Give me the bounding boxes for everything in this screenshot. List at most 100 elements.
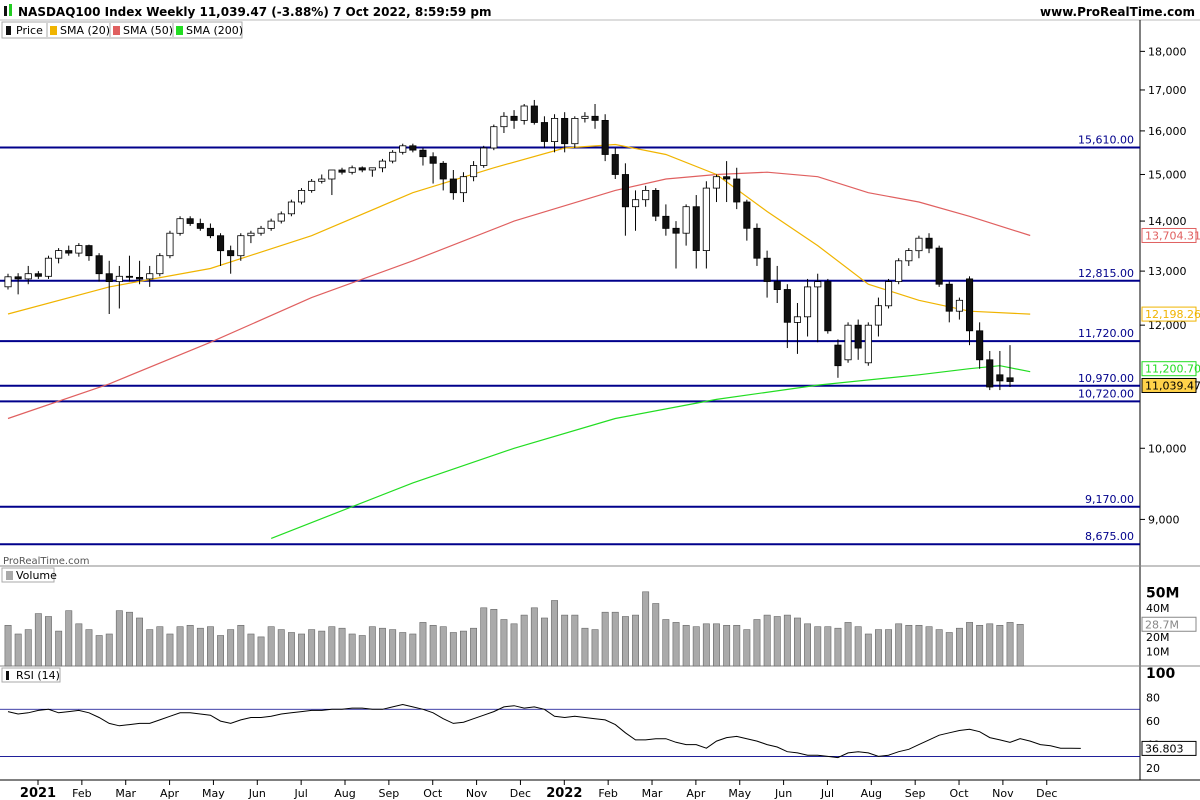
candle-body[interactable] <box>459 176 467 194</box>
volume-bar[interactable] <box>895 623 903 667</box>
candle-body[interactable] <box>652 189 660 217</box>
volume-bar[interactable] <box>389 629 397 667</box>
candle-body[interactable] <box>520 105 528 121</box>
volume-bar[interactable] <box>955 627 963 667</box>
candle-body[interactable] <box>135 276 144 280</box>
volume-bar[interactable] <box>642 591 650 667</box>
volume-bar[interactable] <box>419 622 427 667</box>
candle-body[interactable] <box>156 255 164 275</box>
volume-bar[interactable] <box>632 614 640 667</box>
candle-body[interactable] <box>621 174 629 208</box>
volume-bar[interactable] <box>804 623 812 667</box>
candle-body[interactable] <box>986 359 994 388</box>
volume-bar[interactable] <box>65 610 73 667</box>
candle-body[interactable] <box>439 162 447 180</box>
candle-body[interactable] <box>854 324 862 349</box>
candle-body[interactable] <box>14 276 22 280</box>
candle-body[interactable] <box>783 289 791 323</box>
candle-body[interactable] <box>793 316 801 323</box>
volume-bar[interactable] <box>24 629 32 667</box>
volume-bar[interactable] <box>571 614 579 667</box>
volume-bar[interactable] <box>429 624 437 667</box>
candle-body[interactable] <box>672 227 680 234</box>
volume-bar[interactable] <box>763 614 771 667</box>
candle-body[interactable] <box>115 275 123 282</box>
volume-bar[interactable] <box>793 617 801 667</box>
volume-bar[interactable] <box>996 624 1004 667</box>
volume-bar[interactable] <box>753 619 761 667</box>
legend-sma20[interactable]: SMA (20) <box>60 24 110 37</box>
volume-bar[interactable] <box>854 626 862 667</box>
candle-body[interactable] <box>662 215 670 229</box>
candle-body[interactable] <box>176 218 184 234</box>
volume-bar[interactable] <box>672 622 680 667</box>
candle-body[interactable] <box>308 180 316 191</box>
volume-bar[interactable] <box>105 633 113 667</box>
volume-bar[interactable] <box>55 630 63 667</box>
legend-sma50[interactable]: SMA (50) <box>123 24 173 37</box>
volume-bar[interactable] <box>611 611 619 667</box>
candle-body[interactable] <box>449 178 457 194</box>
candle-body[interactable] <box>419 149 427 158</box>
volume-bar[interactable] <box>834 627 842 667</box>
candle-body[interactable] <box>186 218 194 224</box>
volume-bar[interactable] <box>470 627 477 667</box>
candle-body[interactable] <box>945 283 953 312</box>
candle-body[interactable] <box>510 115 518 121</box>
candle-body[interactable] <box>976 330 984 361</box>
candle-body[interactable] <box>125 275 134 278</box>
candle-body[interactable] <box>206 227 215 237</box>
candle-body[interactable] <box>65 250 73 254</box>
volume-bar[interactable] <box>591 629 599 667</box>
candle-body[interactable] <box>480 147 488 166</box>
candle-body[interactable] <box>277 213 285 222</box>
legend-volume[interactable]: Volume <box>16 569 57 582</box>
legend-price[interactable]: Price <box>16 24 43 37</box>
candle-body[interactable] <box>915 237 923 252</box>
candle-body[interactable] <box>955 299 963 312</box>
volume-bar[interactable] <box>247 633 255 667</box>
candle-body[interactable] <box>804 286 812 318</box>
volume-bar[interactable] <box>500 619 508 667</box>
volume-bar[interactable] <box>267 626 275 667</box>
volume-bar[interactable] <box>986 623 994 667</box>
candle-body[interactable] <box>601 120 609 155</box>
candle-body[interactable] <box>105 273 113 283</box>
volume-bar[interactable] <box>44 616 52 667</box>
candle-body[interactable] <box>55 250 63 259</box>
volume-bar[interactable] <box>601 611 609 667</box>
candle-body[interactable] <box>733 178 741 203</box>
volume-bar[interactable] <box>874 629 882 667</box>
volume-bar[interactable] <box>844 622 852 667</box>
volume-bar[interactable] <box>257 636 265 667</box>
volume-bar[interactable] <box>743 629 751 667</box>
candle-body[interactable] <box>611 154 619 175</box>
volume-bar[interactable] <box>540 617 548 667</box>
volume-bar[interactable] <box>530 607 538 667</box>
volume-bar[interactable] <box>277 629 285 667</box>
volume-bar[interactable] <box>308 629 316 667</box>
candle-body[interactable] <box>429 156 437 164</box>
candle-body[interactable] <box>723 176 731 180</box>
volume-bar[interactable] <box>824 626 832 667</box>
candle-body[interactable] <box>540 122 548 142</box>
volume-bar[interactable] <box>945 632 953 667</box>
volume-bar[interactable] <box>207 626 214 667</box>
volume-bar[interactable] <box>318 630 326 667</box>
candle-body[interactable] <box>318 178 326 182</box>
candle-body[interactable] <box>267 220 275 229</box>
volume-bar[interactable] <box>156 626 164 667</box>
volume-bar[interactable] <box>915 624 923 667</box>
sma20-line[interactable] <box>7 143 1031 315</box>
candle-body[interactable] <box>773 281 781 291</box>
volume-bar[interactable] <box>227 629 235 667</box>
candle-body[interactable] <box>469 165 478 178</box>
candle-body[interactable] <box>632 199 640 208</box>
candle-body[interactable] <box>905 250 913 262</box>
candle-body[interactable] <box>551 118 559 143</box>
candle-body[interactable] <box>24 273 32 280</box>
volume-bar[interactable] <box>520 614 528 667</box>
volume-bar[interactable] <box>692 626 700 667</box>
candle-body[interactable] <box>885 281 893 307</box>
candle-body[interactable] <box>216 235 225 252</box>
